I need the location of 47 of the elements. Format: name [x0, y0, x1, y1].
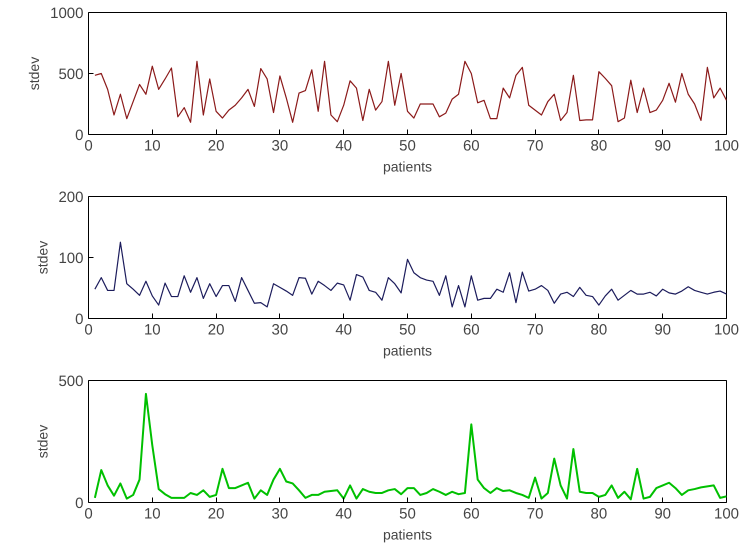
line-series [94, 242, 726, 308]
x-tick-label: 100 [714, 322, 740, 338]
y-tick-label: 0 [75, 311, 84, 328]
x-tick-label: 40 [335, 138, 352, 154]
x-tick-label: 90 [654, 138, 672, 154]
y-tick-label: 500 [58, 66, 84, 83]
x-tick-label: 10 [144, 506, 161, 522]
x-tick-label: 80 [590, 138, 608, 154]
x-tick-label: 50 [399, 138, 416, 154]
x-tick-label: 70 [526, 138, 544, 154]
x-tick-label: 10 [144, 138, 161, 154]
x-tick-label: 50 [399, 506, 416, 522]
x-tick-label: 20 [208, 322, 224, 338]
x-tick-label: 90 [654, 506, 672, 522]
x-tick-label: 70 [526, 322, 544, 338]
x-axis-title: patients [382, 158, 432, 174]
x-tick-label: 70 [526, 506, 544, 522]
x-tick-label: 20 [208, 138, 224, 154]
y-tick-label: 0 [75, 495, 84, 512]
x-tick-label: 100 [714, 138, 740, 154]
x-tick-label: 40 [335, 322, 352, 338]
y-tick-label: 0 [75, 127, 84, 144]
x-tick-label: 80 [590, 322, 608, 338]
x-tick-label: 10 [144, 322, 161, 338]
x-tick-label: 20 [208, 506, 224, 522]
x-tick-label: 80 [590, 506, 608, 522]
line-series [94, 60, 726, 123]
x-tick-label: 40 [335, 506, 352, 522]
x-tick-label: 30 [272, 506, 288, 522]
y-tick-label: 100 [58, 250, 84, 267]
y-tick-label: 500 [58, 373, 84, 390]
y-tick-label: 1000 [50, 5, 84, 22]
y-axis-title: stdev [34, 240, 50, 274]
y-axis-title: stdev [26, 56, 42, 90]
x-tick-label: 30 [272, 322, 288, 338]
x-axis-title: patients [382, 526, 432, 542]
y-axis-title: stdev [34, 424, 50, 458]
x-tick-label: 60 [462, 322, 480, 338]
line-series [94, 392, 726, 500]
x-tick-label: 90 [654, 322, 672, 338]
x-axis-title: patients [382, 342, 432, 358]
x-tick-label: 100 [714, 506, 740, 522]
y-tick-label: 200 [58, 189, 84, 206]
x-tick-label: 30 [272, 138, 288, 154]
x-tick-label: 60 [462, 506, 480, 522]
x-tick-label: 50 [399, 322, 416, 338]
x-tick-label: 60 [462, 138, 480, 154]
